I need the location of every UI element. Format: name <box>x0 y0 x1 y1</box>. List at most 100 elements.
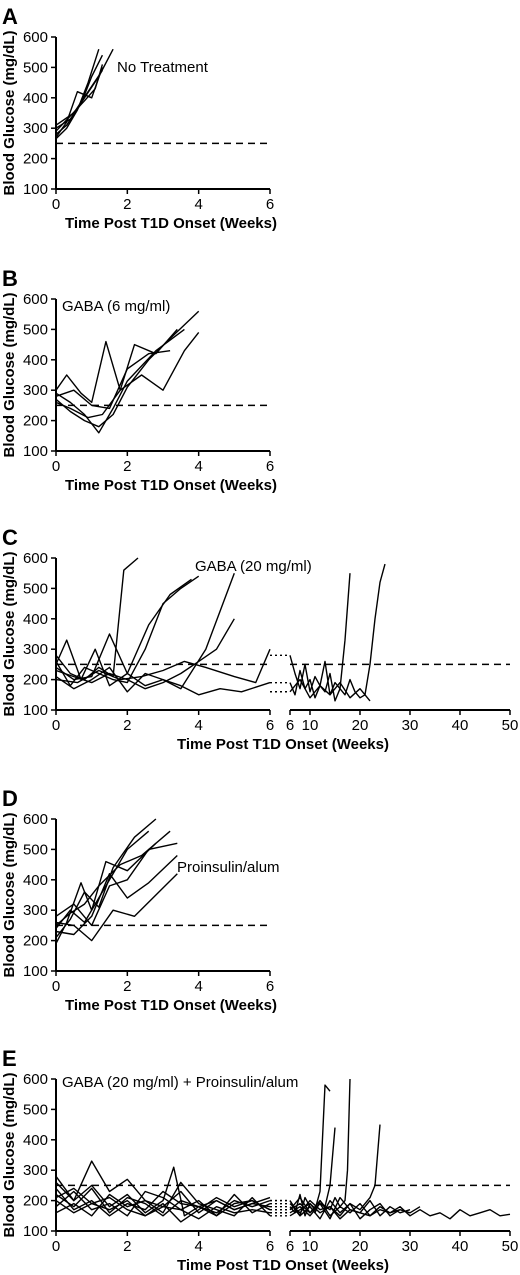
y-tick-label: 400 <box>23 1132 48 1149</box>
panel-annotation: No Treatment <box>117 59 209 76</box>
x-tick-label: 0 <box>52 978 60 995</box>
series-line <box>55 578 192 687</box>
x-tick-label: 2 <box>123 978 131 995</box>
x-tick-label-late: 30 <box>402 1238 419 1255</box>
y-axis-label: Blood Glucose (mg/dL) <box>1 31 18 196</box>
x-tick-label: 6 <box>266 458 274 475</box>
x-tick-label-late: 6 <box>286 1238 294 1255</box>
x-tick-label-late: 50 <box>502 717 519 734</box>
y-tick-label: 500 <box>23 59 48 76</box>
series-line <box>55 842 178 927</box>
y-tick-label: 200 <box>23 1193 48 1210</box>
y-tick-label: 600 <box>23 291 48 308</box>
x-tick-label-late: 20 <box>352 1238 369 1255</box>
series-line-late <box>289 678 371 702</box>
series-line <box>55 1187 271 1217</box>
x-tick-label-late: 10 <box>302 1238 319 1255</box>
y-axis-label: Blood Glucose (mg/dL) <box>1 552 18 717</box>
y-tick-label: 600 <box>23 550 48 567</box>
panel-letter: E <box>2 1046 17 1071</box>
series-line <box>55 54 104 135</box>
x-tick-label-late: 6 <box>286 717 294 734</box>
x-tick-label: 0 <box>52 458 60 475</box>
series-line <box>55 873 178 942</box>
series-line <box>55 70 103 126</box>
y-axis-label: Blood Glucose (mg/dL) <box>1 293 18 458</box>
panel-letter: D <box>2 786 18 811</box>
x-tick-label: 2 <box>123 717 131 734</box>
x-tick-label: 6 <box>266 717 274 734</box>
series-line <box>55 572 235 690</box>
x-tick-label: 4 <box>194 717 202 734</box>
panel-b: B 100 200 300 400 500 600 Blood Glucose (mg/dL)… <box>1 266 277 494</box>
x-tick-label-late: 40 <box>452 1238 469 1255</box>
series-line <box>55 350 171 410</box>
x-axis-label: Time Post T1D Onset (Weeks) <box>65 997 277 1014</box>
panel-annotation: GABA (20 mg/ml) + Proinsulin/alum <box>62 1074 298 1091</box>
y-tick-label: 300 <box>23 1162 48 1179</box>
y-tick-label: 100 <box>23 963 48 980</box>
series-line-late <box>289 563 386 702</box>
panel-letter: C <box>2 525 18 550</box>
series-line <box>55 328 178 419</box>
y-tick-label: 200 <box>23 672 48 689</box>
x-axis-label: Time Post T1D Onset (Weeks) <box>177 1257 389 1274</box>
series-line <box>55 48 114 129</box>
x-tick-label: 0 <box>52 717 60 734</box>
y-tick-label: 100 <box>23 443 48 460</box>
series-line <box>55 64 104 132</box>
x-tick-label: 4 <box>194 1238 202 1255</box>
x-axis-label: Time Post T1D Onset (Weeks) <box>65 215 277 232</box>
series-line <box>55 1181 271 1217</box>
y-tick-label: 500 <box>23 841 48 858</box>
series-line <box>55 331 200 404</box>
x-tick-label-late: 20 <box>352 717 369 734</box>
series-line <box>55 67 104 138</box>
panel-annotation: Proinsulin/alum <box>177 859 280 876</box>
series-line <box>55 328 185 434</box>
series-line <box>55 842 157 944</box>
y-tick-label: 300 <box>23 382 48 399</box>
x-tick-label: 2 <box>123 1238 131 1255</box>
y-tick-label: 100 <box>23 1223 48 1240</box>
x-tick-label: 4 <box>194 978 202 995</box>
y-tick-label: 500 <box>23 1101 48 1118</box>
y-tick-label: 400 <box>23 90 48 107</box>
y-tick-label: 400 <box>23 352 48 369</box>
series-line <box>55 618 235 690</box>
x-tick-label-late: 40 <box>452 717 469 734</box>
series-line-late <box>289 1199 511 1220</box>
x-tick-label: 4 <box>194 458 202 475</box>
x-tick-label: 6 <box>266 196 274 213</box>
y-axis-label: Blood Glucose (mg/dL) <box>1 813 18 978</box>
y-tick-label: 200 <box>23 151 48 168</box>
series-line <box>55 666 271 696</box>
x-tick-label: 4 <box>194 196 202 213</box>
x-tick-label-late: 10 <box>302 717 319 734</box>
x-tick-label: 0 <box>52 1238 60 1255</box>
series-line <box>55 1190 271 1220</box>
panel-letter: B <box>2 266 18 291</box>
series-line <box>55 854 178 936</box>
y-tick-label: 300 <box>23 641 48 658</box>
y-tick-label: 100 <box>23 181 48 198</box>
y-tick-label: 400 <box>23 872 48 889</box>
series-line <box>55 818 157 939</box>
y-axis-label: Blood Glucose (mg/dL) <box>1 1073 18 1238</box>
x-tick-label: 0 <box>52 196 60 213</box>
x-tick-label: 2 <box>123 458 131 475</box>
series-line <box>55 557 139 681</box>
y-tick-label: 300 <box>23 120 48 137</box>
x-tick-label: 6 <box>266 1238 274 1255</box>
panel-d: D 100 200 300 400 500 600 Blood Glucose (mg/dL)… <box>1 786 280 1014</box>
x-tick-label-late: 30 <box>402 717 419 734</box>
y-tick-label: 200 <box>23 413 48 430</box>
y-tick-label: 600 <box>23 811 48 828</box>
panel-annotation: GABA (6 mg/ml) <box>62 298 170 315</box>
y-tick-label: 500 <box>23 321 48 338</box>
y-tick-label: 600 <box>23 29 48 46</box>
series-line <box>55 648 271 684</box>
